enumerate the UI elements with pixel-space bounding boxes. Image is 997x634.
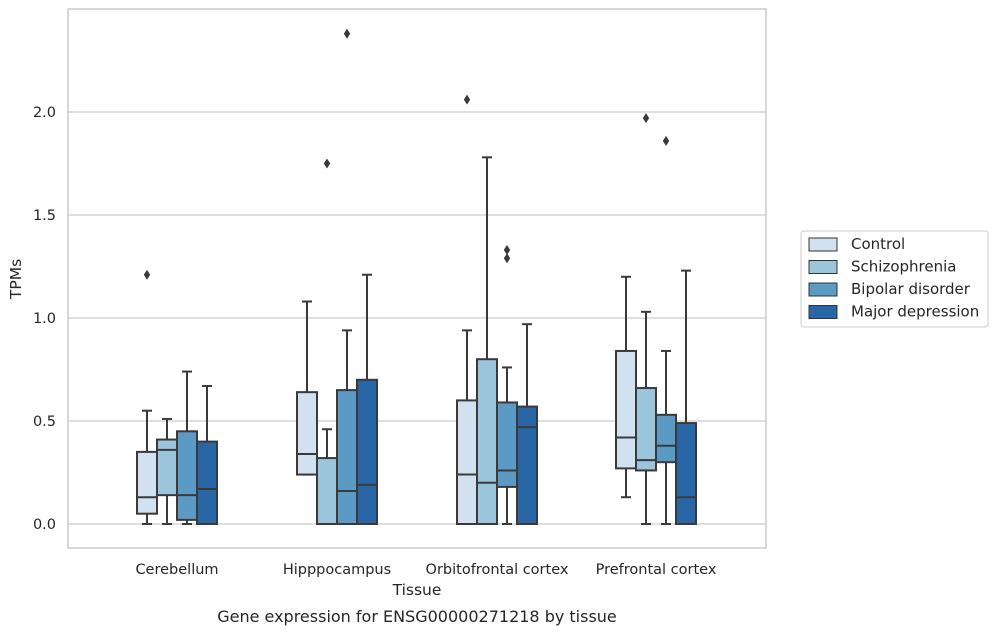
box-iqr <box>356 378 378 525</box>
box-iqr <box>675 422 697 525</box>
box-iqr <box>176 430 198 521</box>
x-tick-label: Cerebellum <box>135 562 218 578</box>
legend-swatch <box>808 237 838 252</box>
box-major-depression <box>675 269 697 525</box>
box-iqr <box>635 387 657 472</box>
legend-frame <box>800 230 989 328</box>
y-tick-label: 1.0 <box>33 311 56 327</box>
box-iqr <box>156 438 178 497</box>
outlier-point <box>143 269 151 280</box>
legend-swatch <box>808 305 838 319</box>
outlier-point <box>323 158 331 169</box>
x-tick-label: Prefrontal cortex <box>596 562 717 578</box>
box-iqr <box>516 405 538 525</box>
outlier-point <box>662 135 670 146</box>
x-axis-title: Tissue <box>392 581 442 599</box>
y-axis-ticks: 0.0 0.5 1.0 1.5 2.0 <box>33 105 56 533</box>
plot-frame <box>67 8 767 549</box>
legend-swatch <box>808 282 838 297</box>
outlier-point <box>642 113 650 124</box>
x-tick-label: Orbitofrontal cortex <box>426 562 569 578</box>
legend-label: Bipolar disorder <box>851 280 971 298</box>
y-tick-label: 0.0 <box>33 517 56 533</box>
box-bipolar-disorder <box>176 370 198 525</box>
box-control <box>136 269 158 525</box>
box-major-depression <box>516 323 538 525</box>
box-iqr <box>655 413 677 464</box>
box-iqr <box>476 358 498 526</box>
box-iqr <box>136 450 158 515</box>
y-tick-label: 2.0 <box>33 105 56 121</box>
box-iqr <box>196 440 218 526</box>
box-schizophrenia <box>316 158 338 525</box>
chart-caption: Gene expression for ENSG00000271218 by t… <box>217 607 617 626</box>
legend-label: Schizophrenia <box>851 258 956 276</box>
legend-swatch <box>808 260 838 274</box>
box-iqr <box>316 457 338 525</box>
box-iqr <box>496 401 518 488</box>
outlier-point <box>463 94 471 105</box>
box-bipolar-disorder <box>655 135 677 525</box>
box-iqr <box>615 349 637 470</box>
outlier-point <box>503 253 511 264</box>
x-tick-label: Hipppocampus <box>283 562 391 578</box>
legend-label: Major depression <box>851 303 979 321</box>
box-control <box>296 300 318 476</box>
outlier-point <box>503 245 511 256</box>
box-iqr <box>456 399 478 525</box>
boxes-layer <box>136 28 697 526</box>
legend: Control Schizophrenia Bipolar disorder Majo… <box>800 230 989 328</box>
box-major-depression <box>196 384 218 526</box>
box-iqr <box>296 391 318 476</box>
y-axis-title: TPMs <box>7 259 25 300</box>
box-iqr <box>336 389 358 525</box>
y-tick-label: 0.5 <box>33 414 56 430</box>
y-tick-label: 1.5 <box>33 208 56 224</box>
box-control <box>456 94 478 525</box>
box-schizophrenia <box>635 113 657 525</box>
x-axis-ticks: Cerebellum Hipppocampus Orbitofrontal cort… <box>135 562 716 578</box>
outlier-point <box>343 28 351 39</box>
legend-label: Control <box>851 235 905 253</box>
box-bipolar-disorder <box>496 245 518 525</box>
box-major-depression <box>356 273 378 525</box>
